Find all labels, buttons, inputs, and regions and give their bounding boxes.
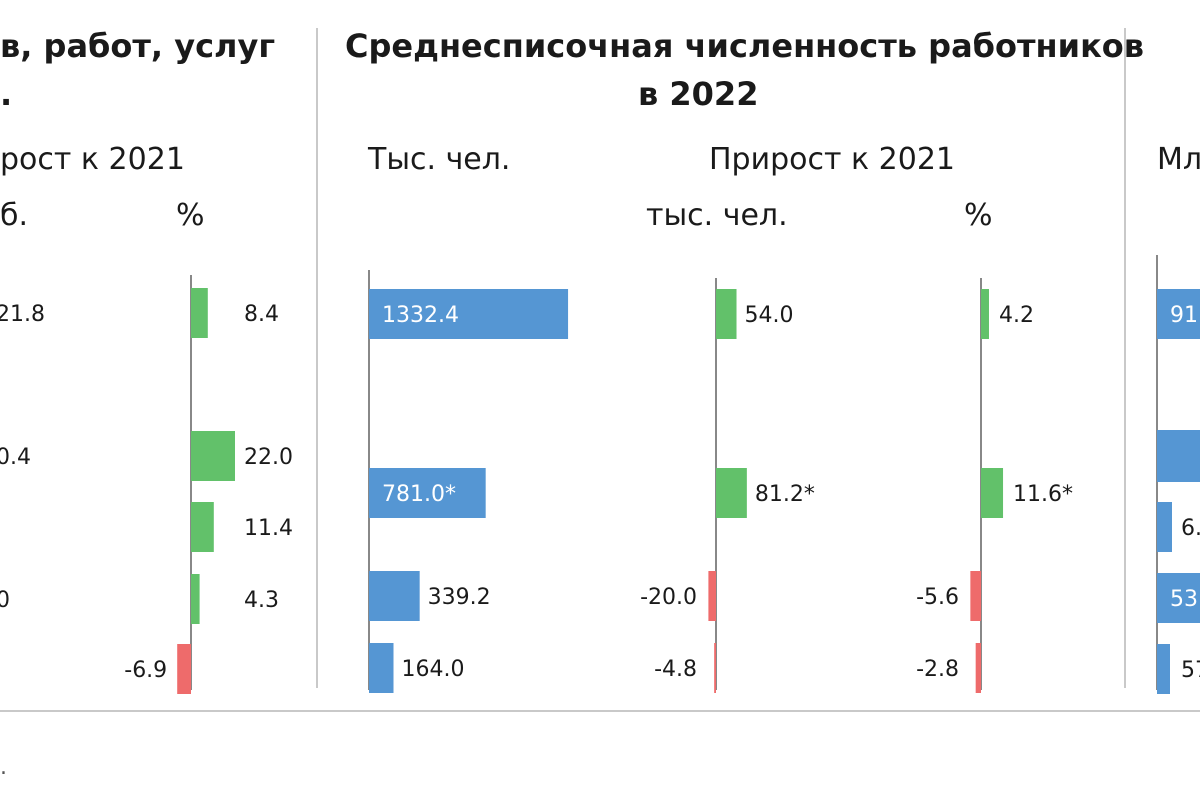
left-pct-label: 4.3 <box>244 588 279 613</box>
right-value-fragment: 53 <box>1170 587 1198 612</box>
headcount-bar <box>369 289 569 339</box>
left-pct-bar <box>191 574 200 624</box>
growth-pct-label: 11.6* <box>1013 482 1073 507</box>
right-bar <box>1157 430 1200 482</box>
growth-pct-bar <box>981 289 989 339</box>
middle-panel-header-thousand-people: тыс. чел. <box>646 198 788 233</box>
growth-abs-bar <box>716 468 747 518</box>
headcount-label: 339.2 <box>428 585 491 610</box>
growth-abs-label: -4.8 <box>654 657 697 682</box>
left-pct-label: 8.4 <box>244 302 279 327</box>
left-panel-title-line2: . <box>0 75 13 113</box>
growth-abs-label: -20.0 <box>640 585 697 610</box>
growth-pct-label: 4.2 <box>999 303 1034 328</box>
left-panel-header-unit: б. <box>0 198 29 233</box>
bottom-divider <box>0 710 1200 712</box>
middle-panel-header-prirost: Прирост к 2021 <box>709 142 956 177</box>
growth-abs-label: 54.0 <box>745 303 794 328</box>
right-panel-header-fragment: Мл <box>1157 142 1200 177</box>
middle-panel-title-line1: Среднесписочная численность работников <box>345 27 1145 65</box>
right-bar <box>1157 289 1200 339</box>
growth-pct-bar <box>970 571 981 621</box>
headcount-label: 164.0 <box>402 657 465 682</box>
growth-pct-bar <box>975 643 981 693</box>
left-panel-header-percent: % <box>176 198 205 233</box>
headcount-bar <box>369 571 420 621</box>
panel-divider-left <box>316 28 318 688</box>
left-value-fragment: 21.8 <box>0 302 45 327</box>
growth-abs-bar <box>708 571 716 621</box>
right-value-fragment: 57 <box>1181 658 1200 683</box>
right-bar <box>1157 502 1172 552</box>
left-panel-title-line1: в, работ, услуг <box>0 27 276 65</box>
headcount-label: 781.0* <box>382 482 456 507</box>
headcount-bar <box>369 468 486 518</box>
left-value-fragment: 0.4 <box>0 445 31 470</box>
left-pct-bar <box>191 288 208 338</box>
headcount-label: 1332.4 <box>382 303 459 328</box>
footnote: . <box>0 755 7 780</box>
right-value-fragment: 91 <box>1170 303 1198 328</box>
middle-panel-header-thousand: Тыс. чел. <box>368 142 511 177</box>
headcount-bar <box>369 643 394 693</box>
left-pct-bar <box>177 644 191 694</box>
left-pct-label: 11.4 <box>244 516 293 541</box>
left-panel-header-prirost: рост к 2021 <box>0 142 185 177</box>
middle-panel-title-line2: в 2022 <box>638 75 759 113</box>
growth-abs-bar <box>716 289 737 339</box>
panel-divider-right <box>1124 28 1126 688</box>
left-pct-label: 22.0 <box>244 445 293 470</box>
growth-pct-label: -5.6 <box>916 585 959 610</box>
left-value-fragment: 0 <box>0 588 10 613</box>
growth-pct-bar <box>981 468 1004 518</box>
right-bar <box>1157 573 1200 623</box>
right-value-fragment: 6. <box>1181 516 1200 541</box>
growth-abs-label: 81.2* <box>755 482 815 507</box>
middle-panel-header-percent: % <box>964 198 993 233</box>
growth-abs-bar <box>714 643 716 693</box>
left-pct-bar <box>191 502 214 552</box>
growth-pct-label: -2.8 <box>916 657 959 682</box>
left-pct-bar <box>191 431 235 481</box>
left-pct-label: -6.9 <box>124 658 167 683</box>
right-bar <box>1157 644 1170 694</box>
